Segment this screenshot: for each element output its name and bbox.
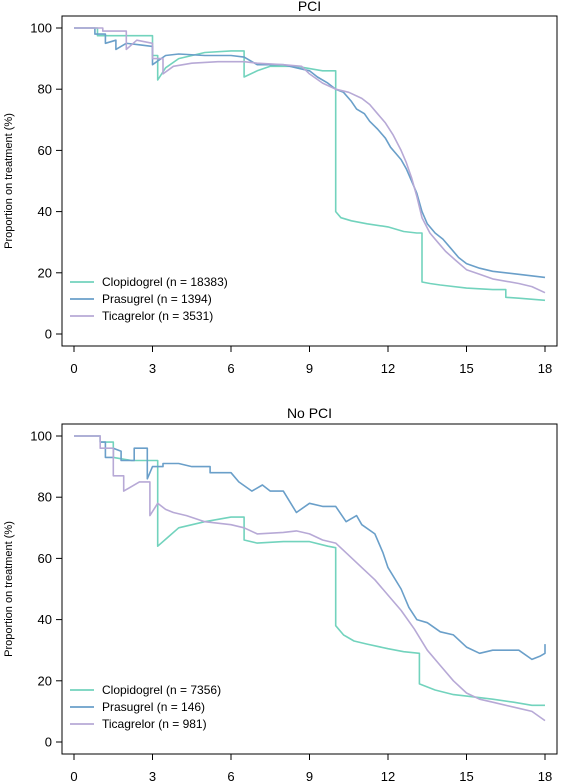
series-line-clopidogrel bbox=[74, 435, 545, 707]
x-tick-label: 3 bbox=[149, 361, 156, 376]
y-tick-label: 100 bbox=[30, 21, 52, 36]
legend-label-clopidogrel: Clopidogrel (n = 7356) bbox=[102, 683, 221, 697]
x-tick-label: 9 bbox=[306, 769, 313, 784]
y-tick-label: 40 bbox=[38, 204, 52, 219]
y-tick-label: 60 bbox=[38, 551, 52, 566]
legend-label-ticagrelor: Ticagrelor (n = 981) bbox=[102, 717, 207, 731]
x-tick-label: 6 bbox=[227, 769, 234, 784]
legend: Clopidogrel (n = 18383) Prasugrel (n = 13… bbox=[70, 275, 228, 323]
y-tick-label: 80 bbox=[38, 490, 52, 505]
x-tick-label: 18 bbox=[538, 361, 552, 376]
x-tick-label: 18 bbox=[538, 769, 552, 784]
series-line-prasugrel bbox=[74, 27, 546, 279]
y-tick-label: 20 bbox=[38, 265, 52, 280]
x-tick-label: 12 bbox=[381, 361, 395, 376]
y-tick-label: 40 bbox=[38, 612, 52, 627]
legend-label-clopidogrel: Clopidogrel (n = 18383) bbox=[102, 275, 228, 289]
y-tick-label: 100 bbox=[30, 429, 52, 444]
legend: Clopidogrel (n = 7356) Prasugrel (n = 146… bbox=[70, 683, 221, 731]
x-tick-label: 0 bbox=[70, 769, 77, 784]
x-tick-label: 3 bbox=[149, 769, 156, 784]
x-tick-label: 9 bbox=[306, 361, 313, 376]
x-tick-label: 6 bbox=[227, 361, 234, 376]
x-tick-label: 15 bbox=[459, 361, 473, 376]
legend-label-ticagrelor: Ticagrelor (n = 3531) bbox=[102, 309, 213, 323]
y-tick-label: 0 bbox=[45, 327, 52, 342]
legend-label-prasugrel: Prasugrel (n = 1394) bbox=[102, 292, 212, 306]
y-tick-label: 0 bbox=[45, 735, 52, 750]
x-tick-label: 12 bbox=[381, 769, 395, 784]
series-line-prasugrel bbox=[74, 435, 546, 661]
chart-title: No PCI bbox=[287, 405, 332, 421]
x-tick-label: 0 bbox=[70, 361, 77, 376]
series-line-clopidogrel bbox=[74, 27, 546, 302]
y-tick-label: 20 bbox=[38, 673, 52, 688]
chart-title: PCI bbox=[298, 0, 321, 14]
series-line-ticagrelor bbox=[74, 435, 546, 722]
y-axis-label: Proportion on treatment (%) bbox=[3, 113, 15, 249]
y-tick-label: 80 bbox=[38, 82, 52, 97]
series-line-ticagrelor bbox=[74, 27, 546, 294]
y-axis-label: Proportion on treatment (%) bbox=[3, 521, 15, 657]
legend-label-prasugrel: Prasugrel (n = 146) bbox=[102, 700, 205, 714]
y-tick-label: 60 bbox=[38, 143, 52, 158]
x-tick-label: 15 bbox=[459, 769, 473, 784]
